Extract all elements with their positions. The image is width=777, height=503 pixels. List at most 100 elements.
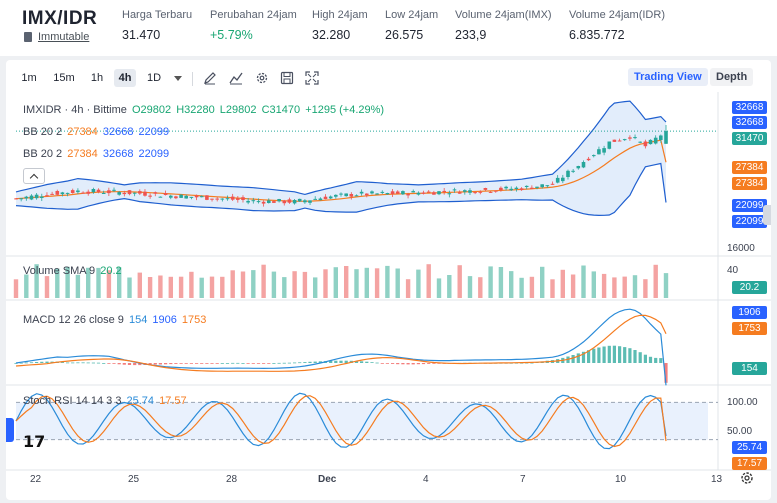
close-value: C31470 [261,104,301,116]
macd-histogram-bar [96,362,101,364]
volume-bar [240,271,246,298]
stoch-k-line [15,392,667,450]
macd-histogram-bar [391,363,395,364]
macd-histogram-bar [303,362,307,363]
macd-histogram-bar [638,352,642,363]
macd-histogram-bar [416,363,420,365]
macd-legend[interactable]: MACD 12 26 close 9 154 1906 1753 [23,314,208,326]
tradingview-logo[interactable]: 17 [23,432,46,451]
candle-body [225,198,230,200]
candle-body [241,197,245,200]
candle-body [24,196,29,199]
timeframe-15m[interactable]: 15m [53,72,75,84]
volume-bar [230,270,235,298]
candle-body [34,194,39,199]
timeframe-1d[interactable]: 1D [146,72,162,84]
side-panel-toggle[interactable] [6,418,14,442]
asset-tag[interactable]: Immutable [24,31,89,43]
candle-body [617,140,622,142]
macd-histogram-bar [654,357,658,363]
macd-histogram-bar [602,346,606,363]
price-tag-mid: 27384 [732,177,767,190]
price-legend: IMXIDR · 4h · Bittime O29802 H32280 L298… [23,104,386,116]
candle-body [370,191,374,194]
candle-body [107,190,111,194]
candle-body [457,192,462,194]
lock-icon [24,32,32,42]
macd-histogram-bar [298,362,302,364]
candle-body [55,191,60,195]
volume-bar [374,268,380,298]
macd-histogram-bar [277,362,281,364]
macd-histogram-bar [35,362,39,363]
gear-icon[interactable] [254,70,270,86]
stoch-legend[interactable]: Stoch RSI 14 14 3 3 25.74 17.57 [23,395,189,407]
candle-body [535,186,539,188]
macd-histogram-bar [40,361,44,363]
macd-histogram-bar [643,354,647,363]
gear-icon[interactable] [739,470,755,486]
macd-histogram-bar [164,363,168,365]
candle-body [473,192,477,194]
volume-bar [282,277,287,298]
bb-legend-1[interactable]: BB 20 2 27384 32668 22099 [23,126,171,138]
volume-bar [529,276,535,298]
candle-body [643,141,648,147]
pencil-icon[interactable] [202,70,218,86]
candle-body [210,198,214,200]
macd-histogram-bar [241,363,245,364]
macd-histogram-bar [365,361,369,363]
volume-bar [333,267,338,298]
market-header: IMX/IDR Immutable Harga Terbaru 31.470 P… [0,0,777,56]
stat-label: Volume 24jam(IMX) [455,9,552,21]
volume-bar [457,265,462,298]
stat-high: High 24jam 32.280 [312,9,368,42]
macd-histogram-bar [200,363,204,364]
volume-bar [488,266,493,298]
candle-body [158,196,163,198]
x-tick: 7 [520,474,526,485]
tab-trading-view[interactable]: Trading View [628,68,708,86]
volume-bar [643,279,648,298]
candle-body [45,195,49,197]
candle-body [581,162,586,168]
timeframe-4h[interactable]: 4h [114,69,136,87]
stoch-d-tag: 17.57 [732,457,767,470]
macd-histogram-bar [179,363,183,364]
price-tag-upper: 32668 [732,116,767,129]
candle-body [297,198,302,202]
macd-histogram-bar [308,361,312,363]
timeframe-1m[interactable]: 1m [21,72,37,84]
timeframe-1h[interactable]: 1h [90,72,104,84]
candle-body [215,198,219,200]
candle-body [112,189,116,191]
volume-bar [426,264,431,298]
line-chart-icon[interactable] [228,70,244,86]
price-chart-canvas[interactable] [6,60,771,500]
macd-histogram-bar [231,362,235,364]
macd-histogram-bar [210,363,214,364]
chevron-down-icon[interactable] [174,76,182,81]
macd-histogram-bar [29,362,34,364]
bb-mid-value: 27384 [67,126,98,138]
candle-body [349,194,354,197]
fullscreen-icon[interactable] [304,70,320,86]
macd-histogram-bar [272,363,276,364]
bb-legend-2[interactable]: BB 20 2 27384 32668 22099 [23,148,171,160]
volume-bar [189,271,194,298]
volume-legend[interactable]: Volume SMA 9 20.2 [23,265,124,277]
collapse-legend-button[interactable] [23,168,45,184]
candle-body [437,191,441,195]
volume-bar [385,265,390,298]
scrollbar-handle[interactable] [763,205,771,225]
volume-bar [601,273,607,298]
tab-depth[interactable]: Depth [710,68,754,86]
volume-bar [13,279,19,298]
candle-body [138,191,142,194]
save-icon[interactable] [279,70,295,86]
macd-histogram-bar [411,363,415,365]
macd-name: MACD 12 26 close 9 [23,314,124,326]
volume-name: Volume SMA 9 [23,265,96,277]
macd-histogram-bar [581,351,586,363]
macd-histogram-bar [169,363,173,365]
